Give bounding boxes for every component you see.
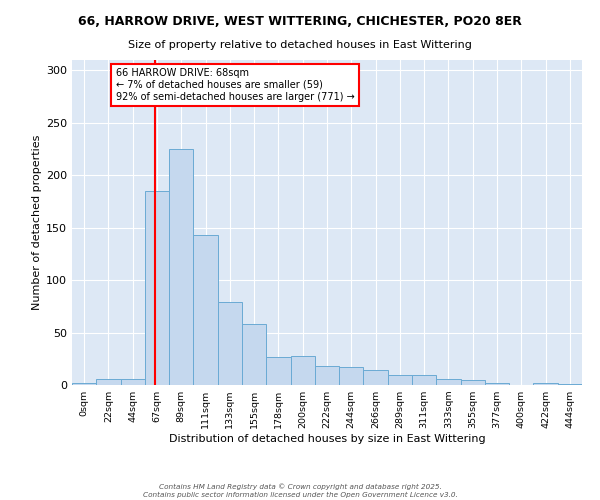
- Bar: [364, 370, 388, 385]
- Bar: [533, 383, 558, 385]
- Bar: [96, 378, 121, 385]
- Text: 66, HARROW DRIVE, WEST WITTERING, CHICHESTER, PO20 8ER: 66, HARROW DRIVE, WEST WITTERING, CHICHE…: [78, 15, 522, 28]
- X-axis label: Distribution of detached houses by size in East Wittering: Distribution of detached houses by size …: [169, 434, 485, 444]
- Y-axis label: Number of detached properties: Number of detached properties: [32, 135, 42, 310]
- Bar: [266, 356, 290, 385]
- Bar: [436, 378, 461, 385]
- Bar: [290, 356, 315, 385]
- Text: Contains HM Land Registry data © Crown copyright and database right 2025.
Contai: Contains HM Land Registry data © Crown c…: [143, 484, 457, 498]
- Bar: [169, 149, 193, 385]
- Bar: [485, 383, 509, 385]
- Bar: [339, 367, 364, 385]
- Text: Size of property relative to detached houses in East Wittering: Size of property relative to detached ho…: [128, 40, 472, 50]
- Text: 66 HARROW DRIVE: 68sqm
← 7% of detached houses are smaller (59)
92% of semi-deta: 66 HARROW DRIVE: 68sqm ← 7% of detached …: [116, 68, 355, 102]
- Bar: [218, 302, 242, 385]
- Bar: [193, 235, 218, 385]
- Bar: [388, 374, 412, 385]
- Bar: [315, 366, 339, 385]
- Bar: [145, 191, 169, 385]
- Bar: [558, 384, 582, 385]
- Bar: [121, 378, 145, 385]
- Bar: [412, 374, 436, 385]
- Bar: [242, 324, 266, 385]
- Bar: [72, 383, 96, 385]
- Bar: [461, 380, 485, 385]
